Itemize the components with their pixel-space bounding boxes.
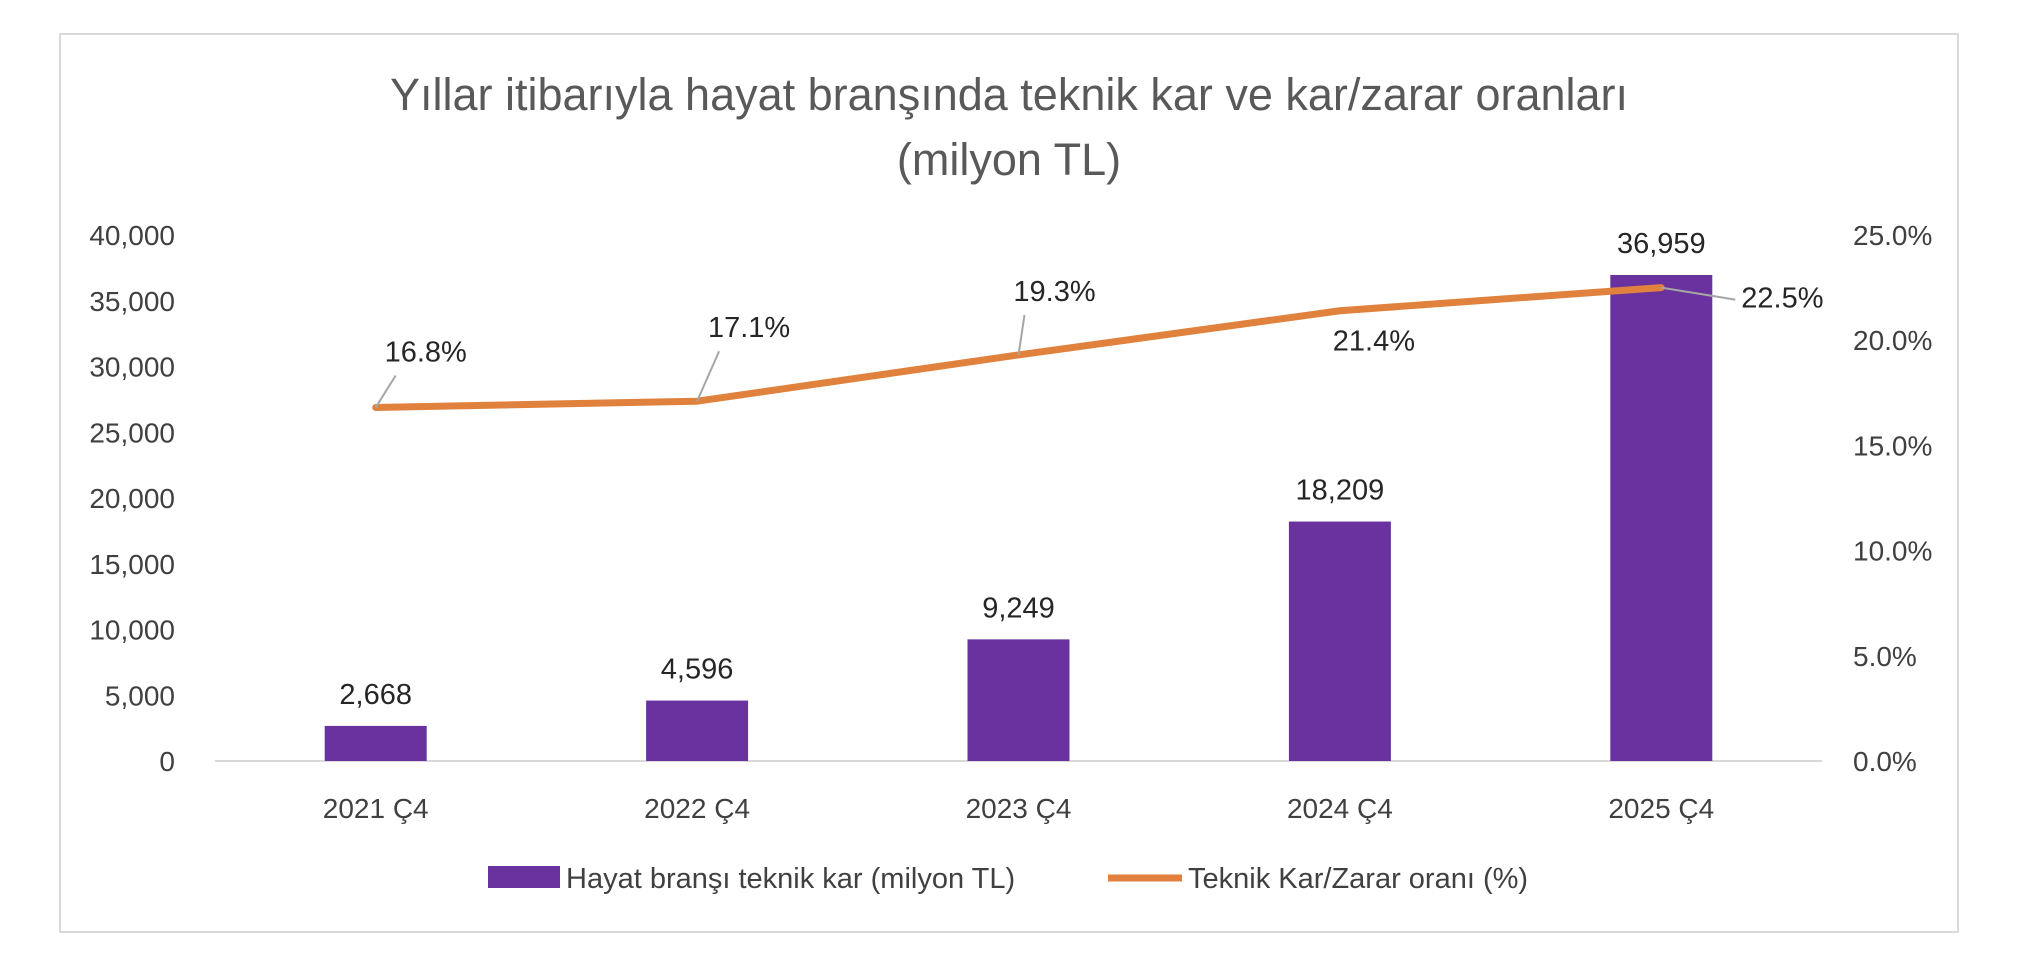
- x-tick-label: 2022 Ç4: [644, 793, 750, 824]
- left-tick-label: 0: [159, 746, 175, 777]
- legend: Hayat branşı teknik kar (milyon TL) Tekn…: [488, 863, 1528, 895]
- left-tick-label: 25,000: [89, 417, 175, 448]
- leader-line: [1661, 286, 1736, 301]
- line-data-label: 19.3%: [1013, 276, 1095, 308]
- bar-data-label: 9,249: [982, 592, 1055, 624]
- x-tick-label: 2024 Ç4: [1287, 793, 1393, 824]
- leader-line: [1017, 314, 1026, 356]
- leader-line: [374, 374, 397, 409]
- bar: [646, 700, 749, 761]
- x-axis: 2021 Ç4 2022 Ç4 2023 Ç4 2024 Ç4 2025 Ç4: [323, 793, 1714, 824]
- left-tick-label: 15,000: [89, 549, 175, 580]
- bar-data-labels: 2,668 4,596 9,249 18,209 36,959: [339, 228, 1705, 711]
- bar: [1610, 274, 1713, 761]
- legend-label-line: Teknik Kar/Zarar oranı (%): [1188, 863, 1528, 895]
- left-tick-label: 30,000: [89, 352, 175, 383]
- right-tick-label: 15.0%: [1853, 430, 1932, 461]
- left-tick-label: 35,000: [89, 286, 175, 317]
- right-tick-label: 25.0%: [1853, 220, 1932, 251]
- left-axis: 0 5,000 10,000 15,000 20,000 25,000 30,000 35,0…: [89, 220, 175, 777]
- line-data-label: 17.1%: [708, 312, 790, 344]
- bar-data-label: 4,596: [661, 654, 734, 686]
- bar-data-label: 18,209: [1296, 475, 1385, 507]
- bar-data-label: 2,668: [339, 679, 412, 711]
- left-tick-label: 5,000: [105, 680, 175, 711]
- right-tick-label: 10.0%: [1853, 536, 1932, 567]
- right-axis: 0.0% 5.0% 10.0% 15.0% 20.0% 25.0%: [1853, 220, 1932, 777]
- x-tick-label: 2021 Ç4: [323, 793, 429, 824]
- legend-swatch-bar: [488, 866, 560, 888]
- x-tick-label: 2023 Ç4: [966, 793, 1072, 824]
- legend-label-bar: Hayat branşı teknik kar (milyon TL): [566, 863, 1015, 895]
- right-tick-label: 0.0%: [1853, 746, 1917, 777]
- line-data-label: 21.4%: [1333, 326, 1415, 358]
- right-tick-label: 20.0%: [1853, 325, 1932, 356]
- right-tick-label: 5.0%: [1853, 641, 1917, 672]
- line-data-label: 16.8%: [385, 337, 467, 369]
- left-tick-label: 10,000: [89, 615, 175, 646]
- leader-line: [696, 350, 721, 402]
- bar-data-label: 36,959: [1617, 228, 1706, 260]
- x-tick-label: 2025 Ç4: [1608, 793, 1714, 824]
- chart-title: Yıllar itibarıyla hayat branşında teknik…: [390, 69, 1628, 120]
- line-data-label: 22.5%: [1741, 283, 1823, 315]
- line-data-labels: 16.8% 17.1% 19.3% 21.4% 22.5%: [374, 276, 1824, 409]
- left-tick-label: 20,000: [89, 483, 175, 514]
- bar: [967, 639, 1070, 761]
- left-tick-label: 40,000: [89, 220, 175, 251]
- bar: [324, 725, 427, 761]
- chart-subtitle: (milyon TL): [897, 134, 1121, 185]
- bar-series: [324, 274, 1713, 761]
- bar: [1288, 521, 1391, 761]
